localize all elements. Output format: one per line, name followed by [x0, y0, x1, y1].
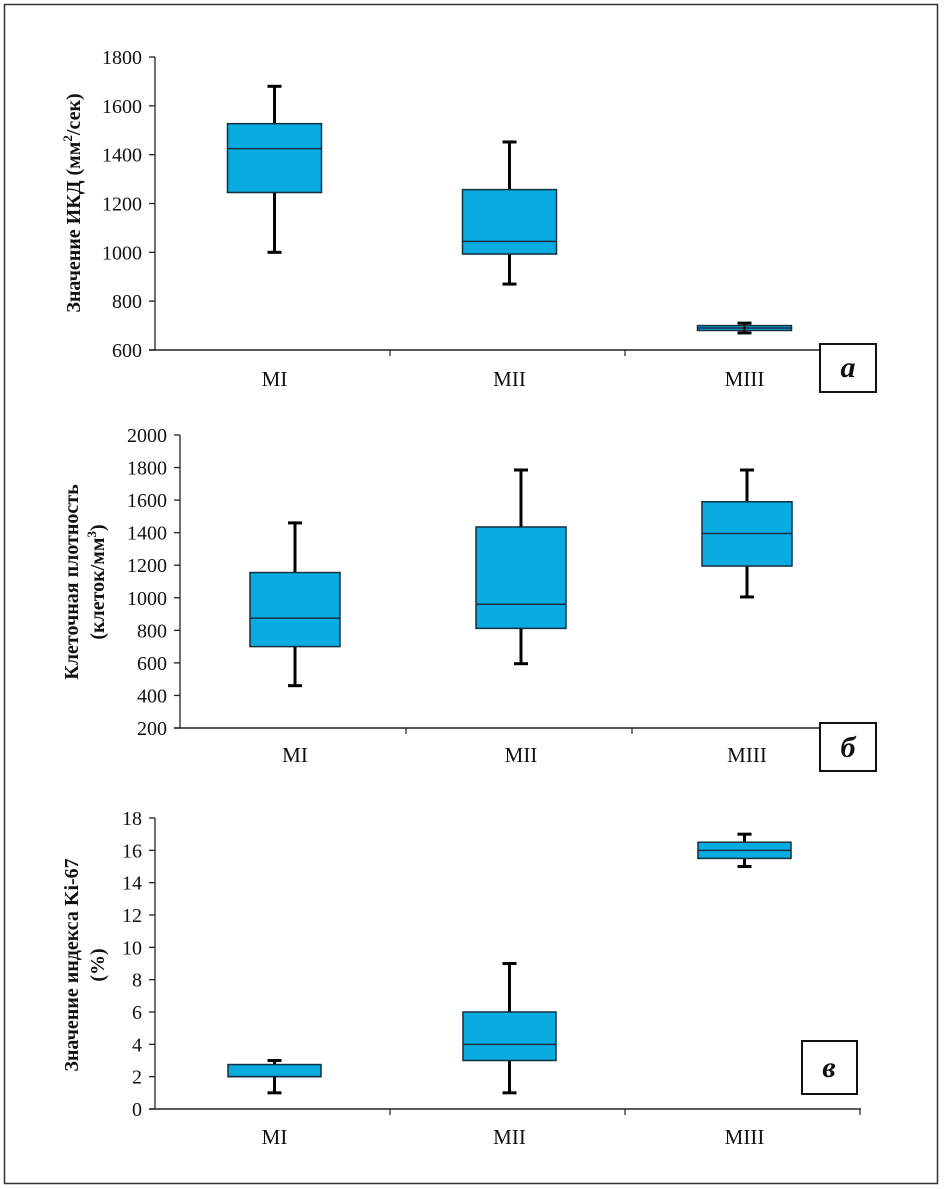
y-tick-label: 14 [122, 873, 142, 895]
y-tick-label: 1200 [127, 555, 167, 577]
y-axis-label-line2: (клеток/мм3) [84, 524, 109, 639]
y-tick-label: 1600 [127, 490, 167, 512]
panel-letter: а [841, 351, 856, 384]
axes [174, 434, 820, 734]
y-tick-label: 400 [137, 685, 167, 707]
y-tick-label: 1800 [102, 47, 142, 69]
box-mii [475, 468, 567, 666]
y-tick-labels: 0 2 4 6 8 10 12 14 16 18 [122, 808, 142, 1121]
y-tick-label: 1000 [127, 588, 167, 610]
y-tick-label: 600 [112, 340, 142, 362]
box-mii [461, 140, 558, 286]
y-tick-labels: 200 400 600 800 1000 1200 1400 1600 1800 2000 [127, 425, 167, 740]
y-tick-label: 200 [137, 718, 167, 740]
panel-label-box [801, 1040, 858, 1095]
y-tick-label: 1200 [102, 194, 142, 216]
iqr-box [249, 571, 341, 648]
boxplot-marks [227, 832, 792, 1095]
iqr-box [226, 122, 323, 194]
x-tick-label: MI [282, 743, 308, 767]
category-labels: MI MII MIII [262, 367, 765, 391]
category-labels: MI MII MIII [262, 1125, 765, 1149]
y-axis-label: Значение ИКД (мм2/сек) [60, 93, 85, 312]
box-mi [227, 1059, 322, 1095]
iqr-box [461, 188, 558, 255]
x-tick-label: MII [493, 367, 526, 391]
y-axis-label-line1: Значение индекса Ki-67 [61, 858, 83, 1071]
y-tick-label: 6 [132, 1002, 142, 1024]
x-tick-label: MIII [725, 367, 765, 391]
panel-letter: в [822, 1051, 835, 1084]
x-tick-label: MI [262, 1125, 288, 1149]
y-tick-label: 0 [132, 1099, 142, 1121]
box-mi [249, 521, 341, 688]
iqr-box [462, 1011, 557, 1062]
box-miii [696, 321, 793, 335]
x-tick-label: MIII [727, 743, 767, 767]
y-tick-label: 600 [137, 653, 167, 675]
iqr-box [475, 526, 567, 630]
y-tick-label: 1600 [102, 96, 142, 118]
panel-a: 600 800 1000 1200 1400 1600 1800 MI MII MIII Зна… [60, 47, 877, 393]
y-tick-label: 18 [122, 808, 142, 830]
boxplot-marks [249, 468, 793, 688]
y-tick-labels: 600 800 1000 1200 1400 1600 1800 [102, 47, 142, 362]
panel-c: 0 2 4 6 8 10 12 14 16 18 MI MII MIII Значение индек… [61, 808, 861, 1149]
iqr-box [227, 1063, 322, 1078]
x-tick-label: MI [262, 367, 288, 391]
boxplot-marks [226, 84, 793, 335]
y-tick-label: 1400 [102, 145, 142, 167]
x-tick-label: MIII [725, 1125, 765, 1149]
y-axis-label-line1: Клеточная плотность [61, 484, 83, 680]
axes [149, 817, 861, 1115]
box-miii [697, 832, 792, 868]
y-tick-label: 16 [122, 840, 142, 862]
panel-label-box [819, 722, 877, 772]
category-labels: MI MII MIII [282, 743, 767, 767]
y-tick-label: 800 [112, 291, 142, 313]
y-tick-label: 2000 [127, 425, 167, 447]
y-tick-label: 1400 [127, 523, 167, 545]
y-tick-label: 1000 [102, 242, 142, 264]
box-mii [462, 962, 557, 1095]
panel-letter: б [841, 731, 857, 764]
y-tick-label: 2 [132, 1067, 142, 1089]
y-tick-label: 4 [132, 1034, 142, 1056]
y-tick-label: 10 [122, 937, 142, 959]
x-tick-label: MII [493, 1125, 526, 1149]
box-miii [701, 468, 793, 599]
y-tick-label: 1800 [127, 458, 167, 480]
y-tick-label: 800 [137, 620, 167, 642]
panel-label-box [819, 343, 877, 393]
x-tick-label: MII [505, 743, 538, 767]
y-axis-label-line2: (%) [87, 948, 109, 981]
box-mi [226, 84, 323, 254]
y-tick-label: 8 [132, 970, 142, 992]
y-tick-label: 12 [122, 905, 142, 927]
axes [149, 56, 820, 356]
